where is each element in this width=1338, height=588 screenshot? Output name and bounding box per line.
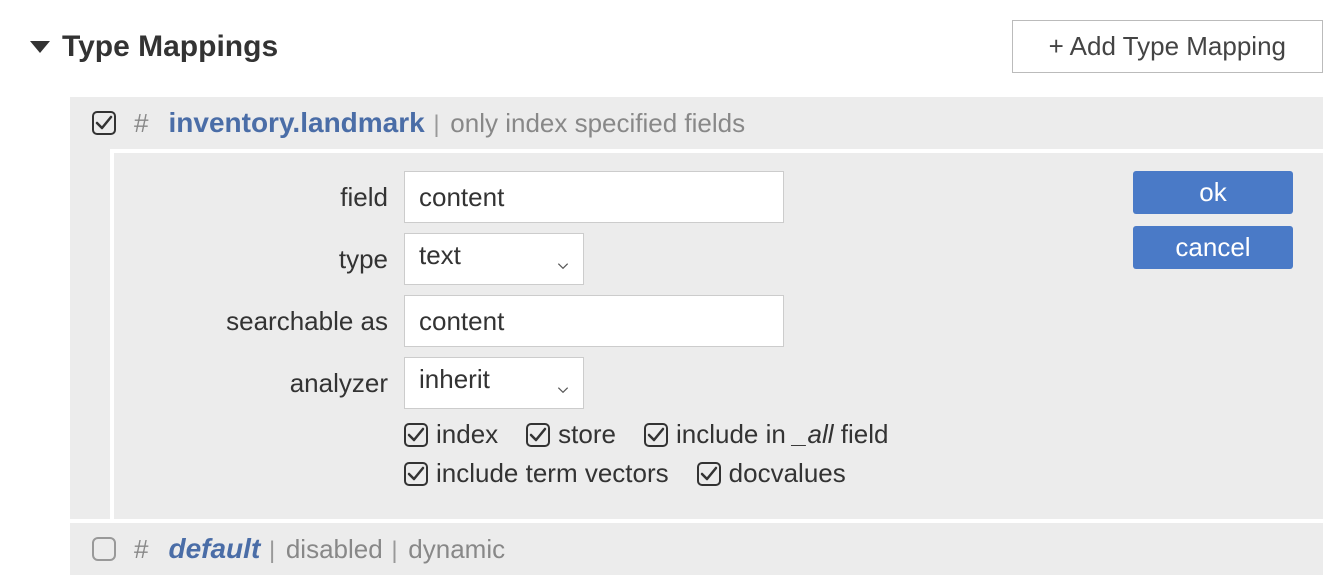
mapping-block-inventory-landmark: # inventory.landmark | only index specif…	[70, 97, 1323, 519]
checkbox-icon	[644, 423, 668, 447]
docvalues-label: docvalues	[729, 458, 846, 489]
docvalues-checkbox[interactable]: docvalues	[697, 458, 846, 489]
mapping-description: disabled	[286, 534, 383, 564]
mapping-block-default: # default | disabled | dynamic	[70, 519, 1323, 575]
hash-icon: #	[134, 534, 148, 564]
mapping-enabled-checkbox[interactable]	[92, 111, 116, 135]
field-label: field	[144, 182, 404, 213]
include-all-checkbox[interactable]: include in _all field	[644, 419, 888, 450]
searchable-as-input[interactable]	[404, 295, 784, 347]
collapse-caret-icon[interactable]	[30, 41, 50, 53]
searchable-as-label: searchable as	[144, 306, 404, 337]
separator: |	[433, 111, 446, 138]
term-vectors-checkbox[interactable]: include term vectors	[404, 458, 669, 489]
mapping-description: dynamic	[408, 534, 505, 564]
index-label: index	[436, 419, 498, 450]
checkbox-icon	[526, 423, 550, 447]
mapping-description: only index specified fields	[450, 108, 745, 138]
analyzer-select[interactable]: inherit	[404, 357, 584, 409]
add-type-mapping-button[interactable]: + Add Type Mapping	[1012, 20, 1323, 73]
term-vectors-label: include term vectors	[436, 458, 669, 489]
field-input[interactable]	[404, 171, 784, 223]
analyzer-label: analyzer	[144, 368, 404, 399]
mapping-name[interactable]: default	[168, 533, 260, 564]
hash-icon: #	[134, 108, 148, 138]
section-title: Type Mappings	[62, 30, 278, 64]
checkbox-icon	[404, 423, 428, 447]
checkbox-icon	[697, 462, 721, 486]
index-checkbox[interactable]: index	[404, 419, 498, 450]
type-select[interactable]: text	[404, 233, 584, 285]
store-checkbox[interactable]: store	[526, 419, 616, 450]
separator: |	[391, 537, 404, 564]
store-label: store	[558, 419, 616, 450]
include-all-label: include in _all field	[676, 419, 888, 450]
cancel-button[interactable]: cancel	[1133, 226, 1293, 269]
type-label: type	[144, 244, 404, 275]
checkbox-icon	[404, 462, 428, 486]
separator: |	[269, 537, 282, 564]
ok-button[interactable]: ok	[1133, 171, 1293, 214]
mapping-name[interactable]: inventory.landmark	[168, 107, 424, 138]
mapping-enabled-checkbox[interactable]	[92, 537, 116, 561]
